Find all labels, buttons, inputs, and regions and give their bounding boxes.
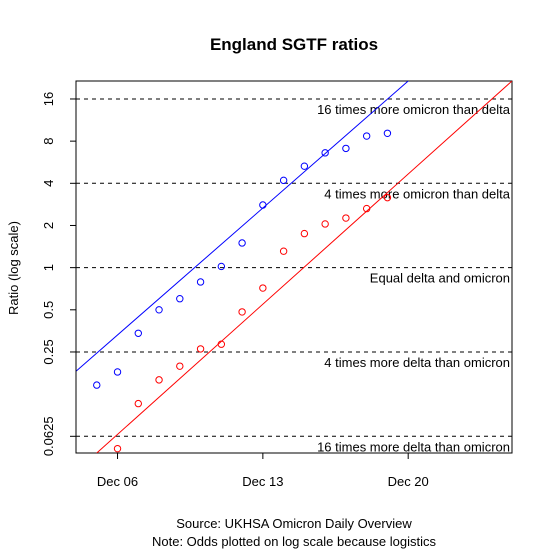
- reference-line-label: 16 times more delta than omicron: [317, 439, 510, 454]
- y-tick-label: 4: [41, 180, 56, 187]
- x-axis: Dec 06 Dec 13 Dec 20: [97, 452, 429, 489]
- y-axis: 0.0625 0.25 0.5 1 2 4 8 16: [41, 92, 77, 456]
- data-point-0: [342, 144, 350, 153]
- data-point-0: [279, 176, 288, 185]
- reference-line-label: 4 times more omicron than delta: [324, 186, 510, 201]
- fit-lines: [76, 81, 512, 453]
- data-point-0: [259, 201, 267, 209]
- data-point-0: [383, 129, 392, 138]
- data-point-0: [93, 381, 101, 389]
- data-point-0: [196, 278, 205, 286]
- y-tick-label: 16: [41, 92, 56, 106]
- reference-line-label: Equal delta and omicron: [370, 271, 510, 286]
- data-point-0: [300, 162, 309, 170]
- x-tick-label: Dec 06: [97, 474, 138, 489]
- data-point-0: [217, 262, 226, 271]
- data-point-0: [321, 149, 329, 157]
- y-tick-label: 0.0625: [41, 416, 56, 456]
- chart-title: England SGTF ratios: [210, 35, 378, 54]
- y-tick-label: 0.25: [41, 339, 56, 364]
- data-point-0: [362, 132, 371, 140]
- reference-line-label: 4 times more delta than omicron: [324, 355, 510, 370]
- data-point-1: [238, 308, 246, 316]
- x-tick-label: Dec 13: [242, 474, 283, 489]
- data-point-1: [113, 444, 122, 453]
- data-point-1: [134, 399, 142, 408]
- fit-line-1: [96, 81, 512, 453]
- data-point-0: [155, 306, 163, 314]
- data-points: [93, 129, 392, 453]
- data-point-0: [134, 329, 142, 337]
- plot-frame: [75, 80, 513, 454]
- fit-line-0: [76, 81, 409, 372]
- data-point-0: [113, 368, 122, 376]
- data-point-1: [279, 247, 288, 255]
- data-point-1: [383, 193, 392, 202]
- data-point-1: [259, 284, 267, 292]
- data-point-1: [196, 345, 205, 353]
- data-point-1: [300, 229, 309, 238]
- caption-note: Note: Odds plotted on log scale because …: [152, 534, 437, 549]
- data-point-1: [362, 204, 371, 213]
- y-axis-label: Ratio (log scale): [6, 221, 21, 315]
- y-tick-label: 1: [41, 264, 56, 271]
- data-point-0: [176, 295, 184, 303]
- y-tick-label: 2: [41, 222, 56, 229]
- reference-lines: 16 times more omicron than delta 4 times …: [76, 98, 512, 454]
- data-point-1: [342, 214, 350, 222]
- y-tick-label: 0.5: [41, 301, 56, 319]
- data-point-1: [217, 340, 226, 348]
- reference-line-label: 16 times more omicron than delta: [317, 102, 511, 117]
- y-tick-label: 8: [41, 138, 56, 145]
- x-tick-label: Dec 20: [388, 474, 429, 489]
- data-point-1: [321, 220, 329, 228]
- data-point-0: [238, 239, 246, 247]
- data-point-1: [155, 376, 163, 384]
- caption-source: Source: UKHSA Omicron Daily Overview: [176, 516, 412, 531]
- data-point-1: [176, 362, 184, 370]
